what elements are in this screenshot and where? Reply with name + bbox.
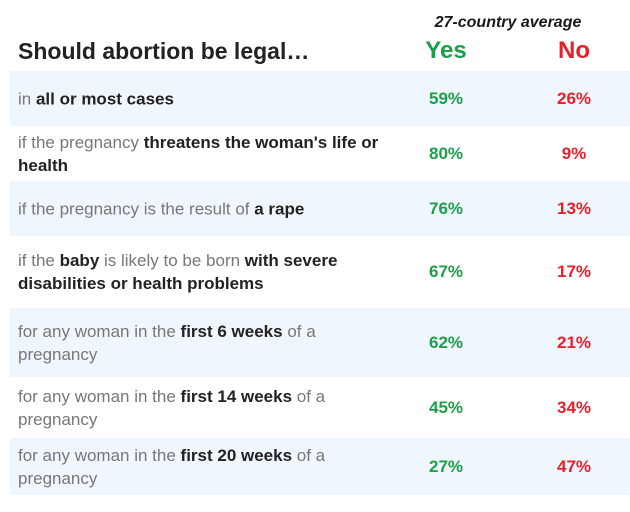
no-value: 9% — [561, 143, 587, 163]
table-row: for any woman in the first 6 weeks of a … — [10, 308, 630, 377]
no-value: 17% — [556, 262, 592, 281]
row-label-prefix: for any woman in the — [18, 386, 181, 406]
row-label: for any woman in the first 14 weeks of a… — [18, 385, 388, 431]
yes-value: 59% — [428, 88, 464, 108]
row-label-bold-2: with severe disabilities or health probl… — [18, 251, 338, 293]
row-label: if the baby is likely to be born with se… — [18, 249, 388, 295]
row-label-suffix: of a pregnancy — [18, 386, 326, 429]
no-value: 26% — [556, 88, 592, 108]
row-label: if the pregnancy is the result of a rape — [18, 197, 388, 220]
chart-title: Should abortion be legal… — [18, 38, 310, 64]
row-label-prefix: if the pregnancy is the result of — [18, 199, 255, 218]
table-row: in all or most cases 59% 26% — [10, 71, 630, 126]
yes-value: 45% — [428, 397, 464, 417]
row-label-bold: threatens the woman's life or health — [18, 132, 379, 175]
yes-value: 76% — [428, 198, 464, 218]
table-row: if the pregnancy is the result of a rape… — [10, 181, 630, 236]
column-header-no: No — [558, 37, 590, 64]
row-label-prefix: for any woman in the — [18, 445, 181, 465]
row-label-prefix: if the — [18, 251, 60, 270]
row-label-prefix: for any woman in the — [18, 321, 181, 341]
row-label-suffix: of a pregnancy — [18, 321, 316, 364]
table-row: if the baby is likely to be born with se… — [10, 236, 630, 308]
no-value: 21% — [556, 332, 592, 352]
yes-value: 80% — [428, 143, 464, 163]
chart-subtitle: 27-country average — [434, 14, 582, 31]
yes-value: 67% — [428, 262, 464, 281]
row-label-bold: first 14 weeks — [180, 386, 293, 406]
row-label: in all or most cases — [18, 87, 388, 110]
table-row: if the pregnancy threatens the woman's l… — [10, 126, 630, 181]
row-label-prefix: in — [18, 89, 36, 108]
row-label: for any woman in the first 6 weeks of a … — [18, 320, 388, 366]
row-label-bold: baby — [59, 251, 100, 270]
yes-value: 27% — [428, 456, 464, 476]
yes-value: 62% — [428, 332, 464, 352]
table-row: for any woman in the first 14 weeks of a… — [10, 377, 630, 438]
row-label-prefix: if the pregnancy — [18, 132, 144, 152]
no-value: 47% — [556, 456, 592, 476]
row-label-bold: first 6 weeks — [180, 321, 283, 341]
no-value: 34% — [556, 397, 592, 417]
row-label-suffix: of a pregnancy — [18, 445, 326, 488]
no-value: 13% — [556, 198, 592, 218]
row-label: for any woman in the first 20 weeks of a… — [18, 444, 388, 490]
row-label: if the pregnancy threatens the woman's l… — [18, 131, 388, 177]
row-label-bold: first 20 weeks — [180, 445, 293, 465]
column-header-yes: Yes — [425, 37, 467, 64]
row-label-bold: all or most cases — [35, 89, 174, 108]
table-row: for any woman in the first 20 weeks of a… — [10, 438, 630, 495]
row-label-bold: a rape — [254, 199, 305, 218]
row-label-mid: is likely to be born — [99, 251, 245, 270]
